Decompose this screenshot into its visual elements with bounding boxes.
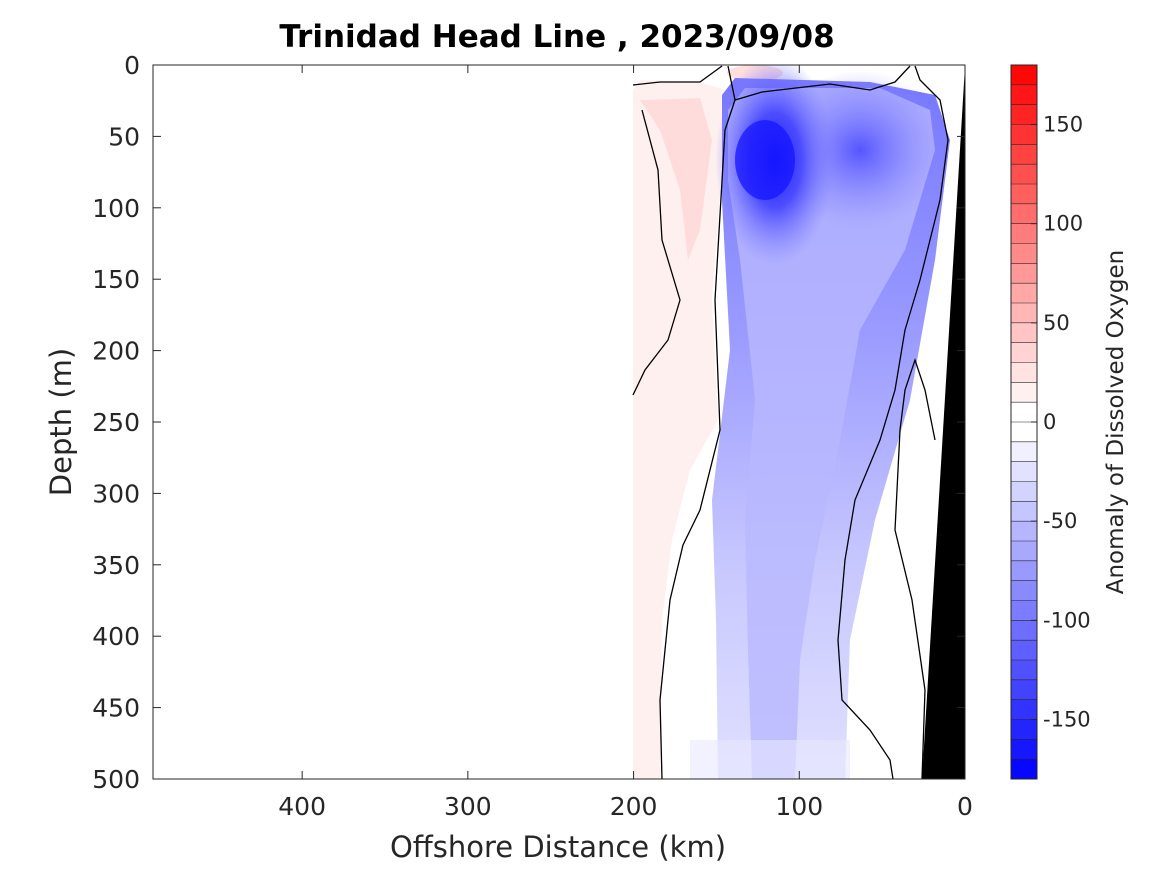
colorbar-level bbox=[1011, 283, 1037, 304]
plot-area bbox=[152, 64, 966, 780]
colorbar-level bbox=[1011, 422, 1037, 443]
x-tick-label: 100 bbox=[775, 792, 823, 821]
colorbar-level bbox=[1011, 382, 1037, 403]
y-tick-labels: 0 50 100 150 200 250 300 350 400 450 500 bbox=[92, 51, 140, 794]
colorbar-level bbox=[1011, 84, 1037, 106]
x-tick-label: 0 bbox=[957, 792, 973, 821]
colorbar-level bbox=[1011, 362, 1037, 383]
colorbar-level bbox=[1011, 441, 1037, 463]
zero-contour-west-deep bbox=[632, 109, 681, 396]
bathymetry-wedge bbox=[922, 66, 965, 779]
y-tick-label: 400 bbox=[92, 622, 140, 651]
x-axis-label: Offshore Distance (km) bbox=[390, 830, 726, 864]
x-tick-label: 200 bbox=[610, 792, 658, 821]
colorbar-level bbox=[1011, 620, 1037, 641]
colorbar-level bbox=[1011, 560, 1037, 582]
colorbar-level bbox=[1011, 739, 1037, 760]
zero-contour-main-west bbox=[659, 99, 736, 779]
positive-anomaly-core bbox=[640, 98, 712, 260]
colorbar-level bbox=[1011, 184, 1037, 205]
colorbar-level bbox=[1011, 303, 1037, 324]
y-tick-label: 250 bbox=[92, 408, 140, 437]
colorbar-level bbox=[1011, 759, 1037, 780]
colorbar-tick-labels: 150 100 50 0 -50 -100 -150 bbox=[1043, 113, 1091, 732]
colorbar-tick-label: 100 bbox=[1043, 212, 1083, 236]
colorbar-tick-label: 0 bbox=[1043, 410, 1056, 434]
positive-anomaly-region bbox=[633, 80, 725, 779]
y-tick-label: 350 bbox=[92, 551, 140, 580]
zero-contour-main-east bbox=[837, 65, 949, 779]
colorbar-level bbox=[1011, 640, 1037, 661]
colorbar-level bbox=[1011, 481, 1037, 502]
colorbar-level bbox=[1011, 203, 1037, 225]
x-tick-labels: 400 300 200 100 0 bbox=[278, 792, 973, 821]
y-tick-label: 300 bbox=[92, 479, 140, 508]
anomaly-field bbox=[633, 65, 950, 779]
colorbar-level bbox=[1011, 144, 1037, 165]
colorbar-level bbox=[1011, 719, 1037, 740]
zero-contour-west bbox=[632, 65, 723, 86]
bottom-low-anomaly bbox=[690, 740, 850, 779]
y-tick-label: 150 bbox=[92, 265, 140, 294]
colorbar-tick-label: 150 bbox=[1043, 113, 1083, 137]
y-axis-label: Depth (m) bbox=[44, 348, 78, 496]
colorbar-level bbox=[1011, 580, 1037, 601]
y-tick-label: 100 bbox=[92, 194, 140, 223]
colorbar-level bbox=[1011, 501, 1037, 522]
zero-contours bbox=[632, 65, 949, 779]
colorbar-level bbox=[1011, 322, 1037, 344]
colorbar-level bbox=[1011, 104, 1037, 125]
colorbar-level bbox=[1011, 541, 1037, 562]
colorbar-level bbox=[1011, 342, 1037, 363]
colorbar-level bbox=[1011, 223, 1037, 244]
y-tick-label: 500 bbox=[92, 765, 140, 794]
colorbar-level bbox=[1011, 263, 1037, 284]
colorbar-level bbox=[1011, 600, 1037, 621]
colorbar-tick-label: -100 bbox=[1043, 608, 1091, 632]
colorbar-level bbox=[1011, 402, 1037, 423]
colorbar-level bbox=[1011, 164, 1037, 185]
colorbar-tick-label: 50 bbox=[1043, 311, 1070, 335]
chart-title: Trinidad Head Line , 2023/09/08 bbox=[279, 19, 834, 55]
y-tick-label: 0 bbox=[124, 51, 140, 80]
colorbar bbox=[1010, 64, 1038, 780]
colorbar-level bbox=[1011, 124, 1037, 145]
y-tick-label: 50 bbox=[108, 122, 140, 151]
negative-anomaly-peak bbox=[735, 120, 795, 200]
colorbar-level bbox=[1011, 243, 1037, 264]
zero-contour-shelf bbox=[894, 357, 936, 779]
colorbar-level bbox=[1011, 461, 1037, 482]
x-tick-label: 400 bbox=[278, 792, 326, 821]
colorbar-level bbox=[1011, 521, 1037, 542]
y-tick-label: 450 bbox=[92, 694, 140, 723]
axis-ticks bbox=[153, 64, 966, 780]
colorbar-level bbox=[1011, 679, 1037, 701]
colorbar-level bbox=[1011, 699, 1037, 720]
colorbar-label: Anomaly of Dissolved Oxygen bbox=[1103, 250, 1129, 595]
colorbar-level bbox=[1011, 65, 1037, 86]
x-tick-label: 300 bbox=[444, 792, 492, 821]
colorbar-tick-label: -150 bbox=[1043, 708, 1091, 732]
y-tick-label: 200 bbox=[92, 337, 140, 366]
colorbar-tick-label: -50 bbox=[1043, 509, 1077, 533]
colorbar-level bbox=[1011, 660, 1037, 681]
